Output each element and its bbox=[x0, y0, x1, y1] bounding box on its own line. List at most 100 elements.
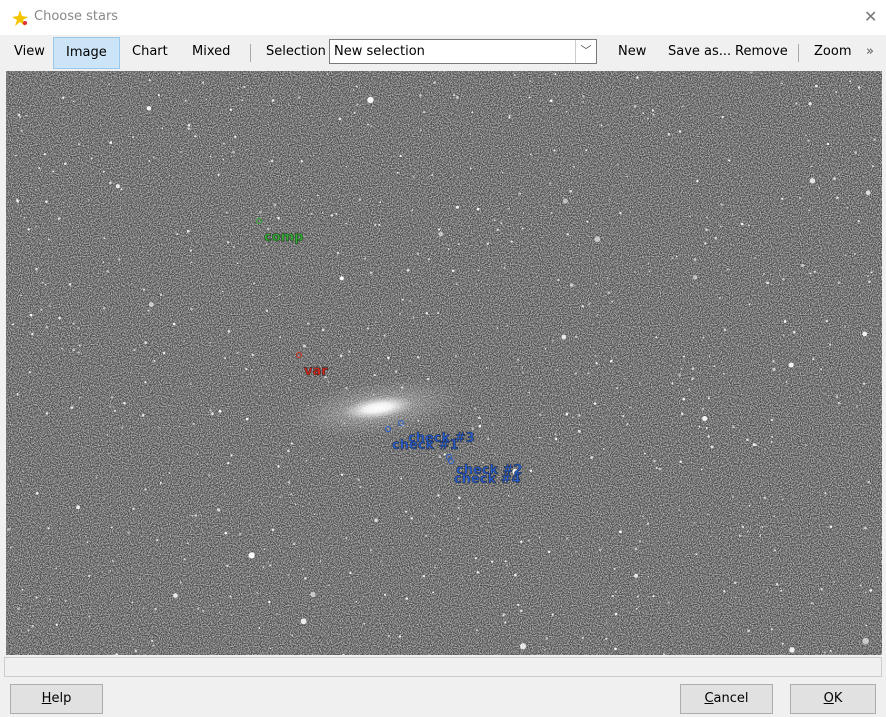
star bbox=[85, 535, 87, 538]
star bbox=[398, 635, 402, 638]
star bbox=[369, 271, 373, 275]
star bbox=[133, 348, 136, 352]
star bbox=[642, 112, 645, 114]
cancel-button[interactable]: Cancel bbox=[680, 684, 773, 714]
new-button[interactable]: New bbox=[618, 44, 647, 59]
star bbox=[339, 276, 344, 281]
star bbox=[340, 473, 344, 476]
overflow-button[interactable]: » bbox=[866, 44, 874, 59]
star bbox=[339, 354, 343, 357]
star bbox=[267, 227, 270, 230]
star bbox=[765, 282, 768, 284]
combo-arrow[interactable]: ﹀ bbox=[575, 40, 596, 63]
star bbox=[619, 211, 622, 214]
star bbox=[31, 332, 34, 336]
star bbox=[398, 491, 400, 494]
star bbox=[63, 201, 65, 204]
star bbox=[374, 518, 378, 523]
close-button[interactable]: ✕ bbox=[864, 7, 878, 26]
selection-combo[interactable]: New selection ﹀ bbox=[329, 39, 597, 64]
star bbox=[224, 531, 228, 535]
star bbox=[810, 614, 812, 616]
star bbox=[115, 184, 120, 189]
star bbox=[132, 136, 134, 139]
star bbox=[265, 309, 269, 313]
star bbox=[294, 503, 297, 505]
star bbox=[262, 252, 264, 254]
star bbox=[142, 288, 145, 291]
star bbox=[19, 116, 22, 118]
save-as-button[interactable]: Save as... bbox=[668, 44, 732, 59]
star bbox=[565, 412, 569, 416]
star bbox=[590, 456, 594, 459]
star bbox=[622, 415, 625, 418]
star bbox=[35, 189, 37, 191]
star bbox=[655, 466, 658, 470]
star bbox=[131, 601, 134, 604]
star bbox=[21, 588, 24, 591]
star bbox=[471, 427, 475, 431]
star bbox=[608, 198, 611, 201]
star bbox=[554, 437, 558, 441]
star bbox=[180, 150, 182, 153]
star bbox=[520, 540, 523, 543]
star bbox=[313, 513, 316, 515]
star bbox=[529, 469, 533, 472]
star bbox=[367, 96, 374, 104]
remove-button[interactable]: Remove bbox=[735, 44, 788, 59]
star bbox=[596, 511, 599, 513]
star bbox=[265, 383, 268, 386]
star bbox=[196, 453, 199, 455]
star bbox=[634, 547, 638, 551]
star bbox=[601, 649, 603, 651]
star bbox=[271, 99, 275, 102]
star bbox=[566, 233, 570, 236]
star bbox=[111, 559, 114, 563]
view-tab[interactable]: View bbox=[14, 44, 45, 59]
star bbox=[706, 513, 709, 515]
star bbox=[336, 251, 340, 255]
star bbox=[422, 110, 426, 114]
star bbox=[518, 192, 522, 195]
star bbox=[578, 414, 581, 417]
help-button[interactable]: Help bbox=[10, 684, 103, 714]
star bbox=[782, 334, 785, 337]
star bbox=[31, 624, 35, 628]
star bbox=[270, 159, 274, 163]
star bbox=[134, 649, 137, 653]
star bbox=[718, 297, 721, 300]
ok-button[interactable]: OK bbox=[790, 684, 876, 714]
star bbox=[491, 560, 494, 563]
star bbox=[695, 553, 698, 556]
star bbox=[574, 372, 578, 375]
star bbox=[290, 379, 292, 381]
star bbox=[268, 600, 271, 604]
star bbox=[27, 228, 30, 231]
chart-tab[interactable]: Chart bbox=[132, 44, 168, 59]
star bbox=[864, 591, 867, 594]
star bbox=[15, 198, 19, 202]
star bbox=[70, 406, 74, 409]
zoom-button[interactable]: Zoom bbox=[814, 44, 852, 59]
star bbox=[626, 423, 629, 426]
star bbox=[422, 574, 426, 578]
star bbox=[698, 425, 701, 428]
star bbox=[522, 212, 525, 214]
star bbox=[221, 290, 224, 293]
image-tab[interactable]: Image bbox=[53, 37, 120, 69]
star bbox=[196, 607, 200, 610]
star bbox=[103, 498, 105, 500]
star bbox=[638, 539, 641, 543]
star bbox=[187, 542, 189, 544]
star bbox=[868, 280, 871, 283]
mixed-tab[interactable]: Mixed bbox=[192, 44, 231, 59]
star bbox=[258, 211, 262, 214]
star bbox=[394, 370, 398, 373]
star bbox=[766, 589, 768, 592]
star bbox=[132, 638, 135, 641]
star bbox=[425, 534, 427, 537]
star bbox=[550, 212, 553, 215]
star bbox=[867, 275, 870, 278]
star bbox=[310, 212, 313, 215]
